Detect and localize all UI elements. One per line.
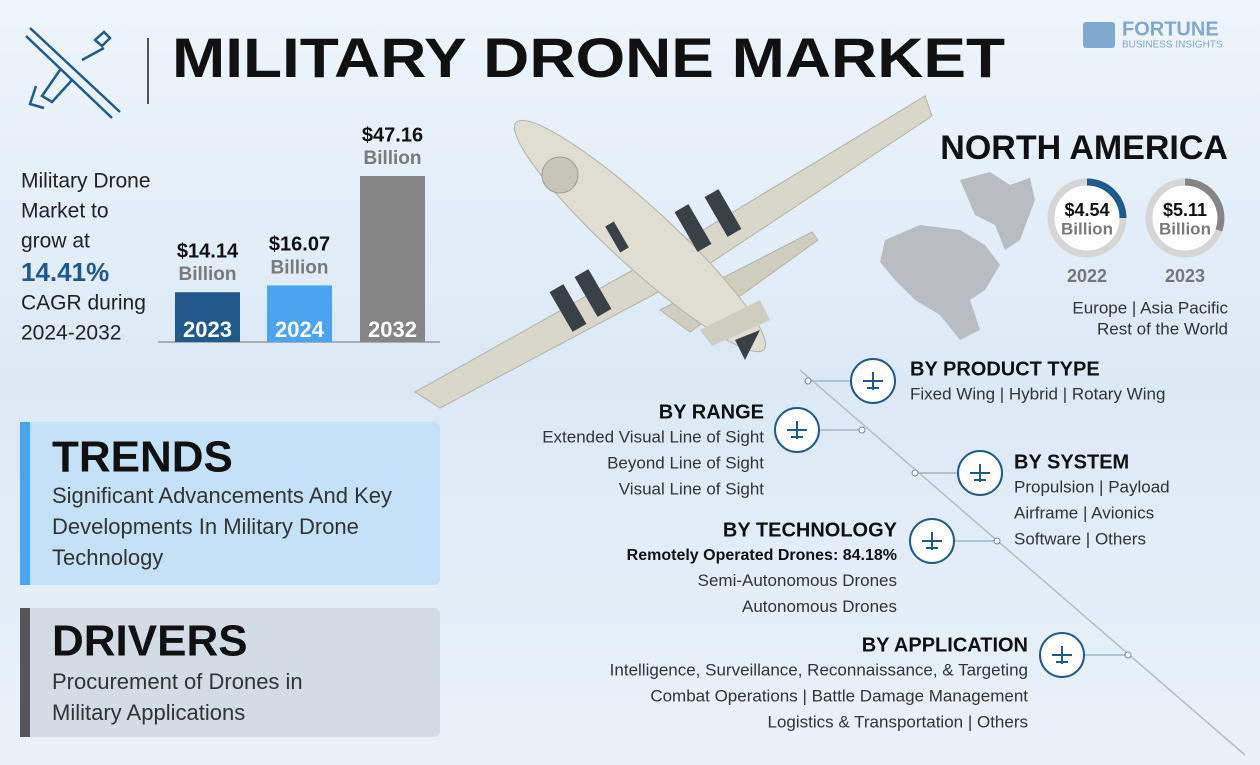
other-region: Rest of the World <box>1097 319 1228 338</box>
growth-line: Market to <box>21 200 109 223</box>
bar-unit: Billion <box>270 257 328 278</box>
trends-line: Technology <box>52 545 163 570</box>
map <box>880 172 1035 340</box>
connector-dot <box>993 537 1001 545</box>
growth-line: 2024-2032 <box>21 322 121 345</box>
bar <box>360 176 425 342</box>
segment-item: Visual Line of Sight <box>619 479 765 498</box>
bar-year: 2032 <box>368 317 417 342</box>
trends-box <box>20 422 440 585</box>
trends-title: TRENDS <box>52 433 233 482</box>
region-title: NORTH AMERICA <box>940 129 1228 167</box>
segment-glyph <box>863 372 883 390</box>
trends-line: Developments In Military Drone <box>52 514 359 539</box>
segment-item: Fixed Wing | Hybrid | Rotary Wing <box>910 384 1165 403</box>
segment-title: BY APPLICATION <box>862 634 1028 656</box>
bar-unit: Billion <box>363 148 421 169</box>
segment-glyph <box>970 464 990 482</box>
growth-line: CAGR during <box>21 292 146 315</box>
segment-glyph <box>922 532 942 550</box>
segment-glyph <box>1052 646 1072 664</box>
drivers-text: Procurement of Drones in Military Applica… <box>52 669 303 725</box>
bar-unit: Billion <box>178 264 236 285</box>
connector-dot <box>1124 651 1132 659</box>
growth-line: Military Drone <box>21 170 151 193</box>
drone-illustration <box>414 95 933 409</box>
region-value: $4.54 <box>1064 200 1109 220</box>
market-size-bars: 2023$14.14Billion2024$16.07Billion2032$4… <box>158 124 440 343</box>
segments: BY PRODUCT TYPE Fixed Wing | Hybrid | Rot… <box>542 358 1170 731</box>
segment-item: Beyond Line of Sight <box>607 453 764 472</box>
segment-item: Combat Operations | Battle Damage Manage… <box>650 686 1028 705</box>
segment-item: Logistics & Transportation | Others <box>768 712 1028 731</box>
segment-title: BY SYSTEM <box>1014 451 1129 473</box>
segment-item: Semi-Autonomous Drones <box>698 571 897 590</box>
segment-glyph <box>787 421 807 439</box>
ring-2022 <box>1047 178 1127 258</box>
growth-line: grow at <box>21 230 90 253</box>
growth-text: Military Drone Market to grow at 14.41% CAGR… <box>21 170 151 345</box>
segment-item: Intelligence, Surveillance, Reconnaissan… <box>610 660 1028 679</box>
drivers-accent <box>20 608 30 737</box>
cagr: 14.41% <box>21 257 109 287</box>
region-unit: Billion <box>1159 219 1211 238</box>
bar-year: 2023 <box>183 317 232 342</box>
bar-year: 2024 <box>275 317 325 342</box>
drivers-line: Military Applications <box>52 700 245 725</box>
bar-value-label: $47.16 <box>362 124 423 146</box>
drivers-box <box>20 608 440 737</box>
segment-title: BY PRODUCT TYPE <box>910 358 1100 380</box>
logo-mark <box>1083 22 1115 48</box>
segment-line <box>799 369 1246 756</box>
connector-dot <box>911 469 919 477</box>
connector-dot <box>858 426 866 434</box>
segment-item: Autonomous Drones <box>742 597 897 616</box>
logo-name: FORTUNE <box>1122 18 1219 40</box>
region-unit: Billion <box>1061 219 1113 238</box>
bar <box>267 285 332 342</box>
segment-item: Software | Others <box>1014 529 1146 548</box>
other-region: Europe | Asia Pacific <box>1072 298 1228 317</box>
connector-dot <box>804 377 812 385</box>
trends-text: Significant Advancements And Key Developm… <box>52 483 392 570</box>
bar-value-label: $16.07 <box>269 234 330 256</box>
trends-accent <box>20 422 30 585</box>
segment-title: BY RANGE <box>659 401 764 423</box>
segment-title: BY TECHNOLOGY <box>723 519 898 541</box>
region-value: $5.11 <box>1163 200 1207 220</box>
title: MILITARY DRONE MARKET <box>172 26 1005 89</box>
drivers-title: DRIVERS <box>52 617 248 666</box>
header-icon <box>25 27 121 119</box>
segment-item: Airframe | Avionics <box>1014 503 1154 522</box>
bar <box>175 292 240 342</box>
trends-line: Significant Advancements And Key <box>52 483 392 508</box>
drivers-line: Procurement of Drones in <box>52 669 303 694</box>
region-year: 2022 <box>1067 266 1107 286</box>
bar-value-label: $14.14 <box>177 241 239 263</box>
segment-highlight: Remotely Operated Drones: 84.18% <box>627 547 897 564</box>
segment-item: Extended Visual Line of Sight <box>542 427 764 446</box>
ring-2023 <box>1145 178 1225 258</box>
segment-item: Propulsion | Payload <box>1014 477 1170 496</box>
region-year: 2023 <box>1165 266 1205 286</box>
logo-tagline: BUSINESS INSIGHTS <box>1122 40 1223 51</box>
